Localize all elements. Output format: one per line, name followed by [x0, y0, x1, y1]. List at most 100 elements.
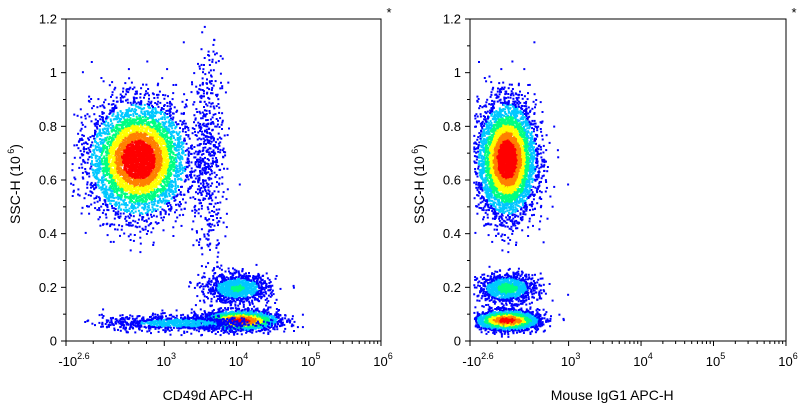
event-dot [91, 107, 93, 109]
event-dot [155, 173, 157, 175]
event-dot [107, 200, 109, 202]
event-dot [185, 104, 187, 106]
event-dot [132, 185, 134, 187]
event-dot [141, 124, 143, 126]
event-dot [120, 121, 122, 123]
event-dot [132, 220, 134, 222]
event-dot [109, 110, 111, 112]
event-dot [87, 159, 89, 161]
event-dot [161, 174, 163, 176]
event-dot [120, 101, 122, 103]
event-dot [146, 161, 148, 163]
event-dot [104, 184, 106, 186]
event-dot [147, 88, 149, 90]
event-dot [134, 177, 136, 179]
event-dot [144, 94, 146, 96]
event-dot [103, 101, 105, 103]
event-dot [103, 223, 105, 225]
event-dot [179, 136, 181, 138]
event-dot [152, 194, 154, 196]
event-dot [121, 130, 123, 132]
event-dot [194, 131, 196, 133]
event-dot [123, 154, 125, 156]
event-dot [154, 115, 156, 117]
event-dot [182, 198, 184, 200]
event-dot [114, 228, 116, 230]
event-dot [116, 157, 118, 159]
event-dot [111, 174, 113, 176]
event-dot [135, 113, 137, 115]
event-dot [141, 181, 143, 183]
event-dot [104, 170, 106, 172]
event-dot [99, 132, 101, 134]
event-dot [100, 149, 102, 151]
event-dot [124, 187, 126, 189]
panel-1: 00.20.40.60.811.2-102.6 103 104 105 106CD49d… [6, 5, 393, 403]
event-dot [105, 125, 107, 127]
event-dot [127, 166, 129, 168]
event-dot [129, 186, 131, 188]
event-dot [95, 163, 97, 165]
event-dot [106, 163, 108, 165]
event-dot [108, 154, 110, 156]
event-dot [176, 165, 178, 167]
event-dot [125, 209, 127, 211]
event-dot [92, 164, 94, 166]
event-dot [132, 197, 134, 199]
event-dot [156, 195, 158, 197]
event-dot [96, 209, 98, 211]
event-dot [175, 154, 177, 156]
event-dot [144, 155, 146, 157]
event-dot [157, 154, 159, 156]
event-dot [182, 170, 184, 172]
event-dot [133, 137, 135, 139]
event-dot [154, 199, 156, 201]
event-dot [130, 206, 132, 208]
event-dot [165, 110, 167, 112]
event-dot [117, 101, 119, 103]
event-dot [158, 106, 160, 108]
event-dot [117, 194, 119, 196]
event-dot [177, 123, 179, 125]
event-dot [185, 150, 187, 152]
event-dot [99, 209, 101, 211]
event-dot [106, 191, 108, 193]
event-dot [170, 210, 172, 212]
event-dot [157, 209, 159, 211]
event-dot [185, 202, 187, 204]
event-dot [147, 166, 149, 168]
event-dot [123, 146, 125, 148]
event-dot [86, 205, 88, 207]
event-dot [126, 129, 128, 131]
event-dot [115, 197, 117, 199]
event-dot [171, 198, 173, 200]
event-dot [145, 203, 147, 205]
event-dot [140, 102, 142, 104]
event-dot [140, 125, 142, 127]
event-dot [122, 91, 124, 93]
event-dot [188, 165, 190, 167]
event-dot [102, 212, 104, 214]
event-dot [168, 146, 170, 148]
event-dot [126, 133, 128, 135]
event-dot [84, 197, 86, 199]
event-dot [120, 110, 122, 112]
event-dot [87, 181, 89, 183]
event-dot [126, 89, 128, 91]
event-dot [138, 170, 140, 172]
event-dot [179, 201, 181, 203]
event-dot [155, 192, 157, 194]
event-dot [181, 186, 183, 188]
event-dot [93, 105, 95, 107]
event-dot [147, 230, 149, 232]
event-dot [154, 132, 156, 134]
event-dot [102, 167, 104, 169]
event-dot [150, 111, 152, 113]
event-dot [158, 142, 160, 144]
event-dot [196, 175, 198, 177]
event-dot [170, 114, 172, 116]
event-dot [91, 120, 93, 122]
event-dot [132, 224, 134, 226]
event-dot [103, 149, 105, 151]
event-dot [97, 98, 99, 100]
